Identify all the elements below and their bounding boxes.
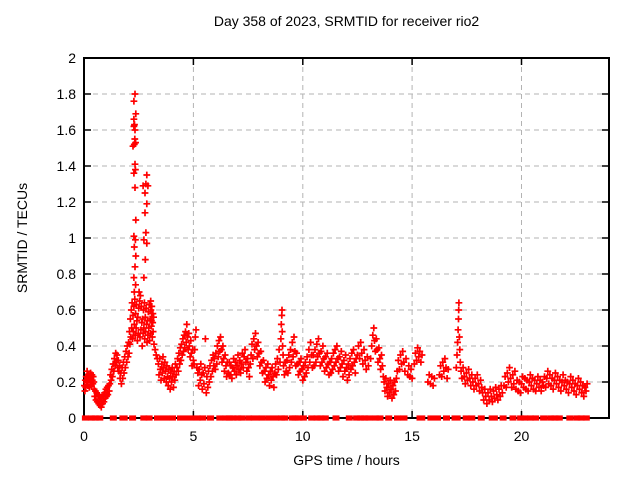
svg-text:1.8: 1.8 [57,86,77,102]
svg-text:0.4: 0.4 [57,338,77,354]
svg-text:0.2: 0.2 [57,374,77,390]
scatter-points [81,90,591,411]
svg-text:5: 5 [190,428,198,444]
chart-title: Day 358 of 2023, SRMTID for receiver rio… [213,13,480,29]
svg-text:0.8: 0.8 [57,266,77,282]
y-tick-labels: 0 0.2 0.4 0.6 0.8 1 1.2 1.4 1.6 1.8 2 [57,50,77,426]
svg-text:2: 2 [68,50,76,66]
svg-text:1.6: 1.6 [57,122,77,138]
svg-text:15: 15 [404,428,420,444]
zero-value-clusters [81,415,590,421]
svg-text:0: 0 [68,410,76,426]
svg-text:0: 0 [80,428,88,444]
svg-text:1.4: 1.4 [57,158,77,174]
x-axis-label: GPS time / hours [293,452,400,468]
svg-text:20: 20 [514,428,530,444]
svg-text:0.6: 0.6 [57,302,77,318]
x-tick-labels: 0 5 10 15 20 [80,428,529,444]
svg-text:1: 1 [68,230,76,246]
svg-text:10: 10 [295,428,311,444]
svg-text:1.2: 1.2 [57,194,77,210]
y-axis-label: SRMTID / TECUs [14,182,30,294]
